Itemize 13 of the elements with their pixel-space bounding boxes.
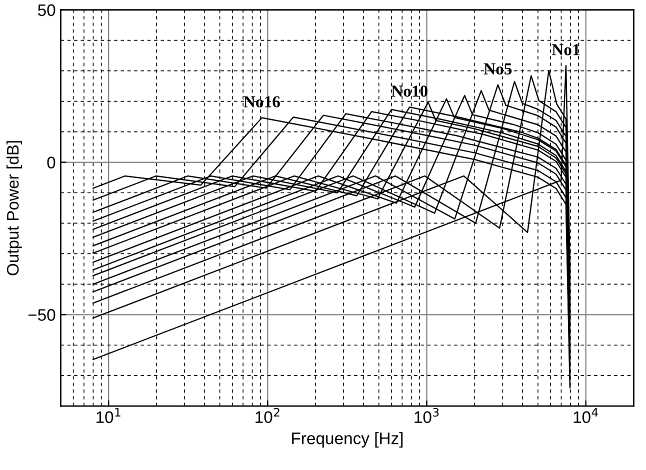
annotation: No10 [391, 86, 428, 97]
x-axis-title: Frequency [Hz] [292, 432, 403, 448]
x-tick-label: 10$^{2}$ [256, 408, 280, 424]
y-tick-label: 0 [47, 156, 56, 168]
annotation: No1 [552, 44, 580, 56]
annotation: No16 [244, 96, 280, 108]
y-tick-label: 50 [38, 4, 56, 16]
y-axis-title: Output Power [dB] [6, 141, 22, 276]
y-tick-label: −50 [28, 309, 56, 321]
x-tick-label: 10$^{3}$ [414, 408, 439, 424]
annotation: No5 [484, 63, 512, 75]
x-tick-label: 10$^{4}$ [574, 408, 598, 424]
x-tick-label: 10$^{1}$ [96, 408, 120, 424]
